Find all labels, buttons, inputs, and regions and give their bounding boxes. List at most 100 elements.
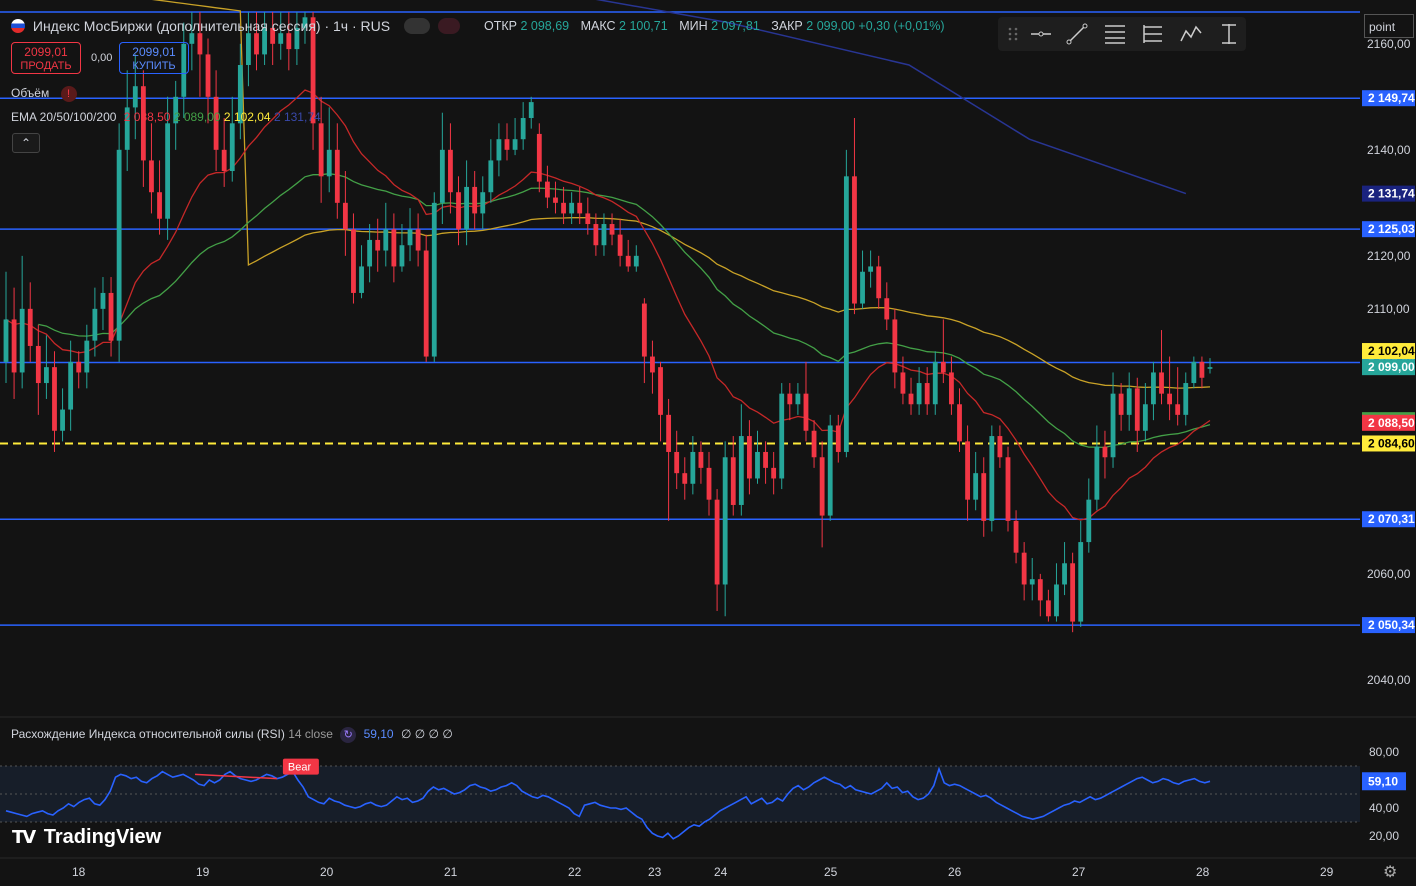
candle-body[interactable] [924,383,930,405]
candle-body[interactable] [803,393,809,431]
candle-body[interactable] [278,33,284,44]
candle-body[interactable] [140,86,146,161]
candle-body[interactable] [625,255,631,267]
candle-body[interactable] [601,224,607,246]
candle-body[interactable] [932,361,938,405]
candle-body[interactable] [528,102,534,119]
candle-body[interactable] [11,319,17,373]
parallel-channel-icon[interactable] [1140,21,1166,47]
candle-body[interactable] [722,457,728,585]
candle-body[interactable] [221,149,227,172]
candle-body[interactable] [431,202,437,357]
candle-body[interactable] [876,266,882,299]
candle-body[interactable] [1013,520,1019,553]
buy-button[interactable]: 2099,01 КУПИТЬ [119,42,189,74]
candle-body[interactable] [100,292,106,309]
candle-body[interactable] [755,451,760,479]
compare-toggle-icon[interactable] [403,18,430,34]
candle-body[interactable] [342,202,348,230]
candle-body[interactable] [916,383,922,405]
candle-body[interactable] [367,239,373,267]
symbol-title[interactable]: Индекс МосБиржи (дополнительная сессия) … [32,18,391,34]
horizontal-ray-icon[interactable] [1028,21,1054,47]
candle-body[interactable] [674,451,680,474]
candle-body[interactable] [1005,457,1011,521]
candle-body[interactable] [68,361,74,410]
candle-body[interactable] [900,372,906,394]
candle-body[interactable] [262,27,267,55]
candle-body[interactable] [1199,361,1205,378]
candle-body[interactable] [1037,579,1043,601]
candle-body[interactable] [544,181,550,198]
candle-body[interactable] [399,245,405,267]
candle-body[interactable] [981,473,987,521]
candle-body[interactable] [1167,393,1173,405]
candle-body[interactable] [1142,404,1148,431]
candle-body[interactable] [116,149,122,341]
candle-body[interactable] [197,33,203,55]
candle-body[interactable] [1045,600,1051,617]
candle-body[interactable] [714,499,720,585]
candle-body[interactable] [205,54,211,97]
candle-body[interactable] [439,149,445,203]
candle-body[interactable] [375,239,381,251]
candle-body[interactable] [35,345,41,384]
candle-body[interactable] [811,430,817,458]
candle-body[interactable] [254,33,259,55]
candle-body[interactable] [1102,446,1108,458]
alert-toggle-icon[interactable] [437,18,460,34]
candle-body[interactable] [351,229,356,293]
candle-body[interactable] [787,393,793,405]
candle-body[interactable] [520,118,526,140]
candle-body[interactable] [237,65,243,124]
candle-body[interactable] [682,473,688,484]
candle-body[interactable] [383,229,389,251]
candle-body[interactable] [763,451,768,468]
candle-body[interactable] [884,298,890,320]
candle-body[interactable] [270,27,276,44]
candle-body[interactable] [488,160,494,193]
candle-body[interactable] [536,133,542,182]
candle-body[interactable] [1126,388,1132,415]
candle-body[interactable] [1094,446,1100,500]
candle-body[interactable] [3,319,9,362]
candle-body[interactable] [52,367,57,431]
candle-body[interactable] [173,96,179,124]
candle-body[interactable] [835,425,841,452]
candle-body[interactable] [860,271,865,304]
candle-body[interactable] [666,414,672,452]
candle-body[interactable] [108,292,114,341]
candle-body[interactable] [1183,383,1189,415]
volume-indicator-label[interactable]: Объём ! [11,86,77,102]
candle-body[interactable] [464,186,469,230]
candle-body[interactable] [957,404,962,442]
candle-body[interactable] [827,425,833,516]
candle-body[interactable] [415,229,421,251]
candle-body[interactable] [593,224,599,246]
candle-body[interactable] [165,123,171,219]
candle-body[interactable] [1159,372,1164,394]
ema-indicator-label[interactable]: EMA 20/50/100/200 2 088,50 2 089,00 2 10… [11,110,321,124]
candle-body[interactable] [480,192,486,214]
candle-body[interactable] [1175,404,1181,415]
candle-body[interactable] [391,229,397,267]
refresh-icon[interactable]: ↻ [340,727,357,743]
candle-body[interactable] [730,457,736,505]
chevron-up-icon[interactable]: ⌃ [12,133,40,153]
pattern-icon[interactable] [1178,21,1204,47]
candle-body[interactable] [973,473,979,500]
sell-button[interactable]: 2099,01 ПРОДАТЬ [11,42,81,74]
candle-body[interactable] [658,367,663,415]
candle-body[interactable] [189,33,195,44]
candle-body[interactable] [213,96,219,150]
candle-body[interactable] [286,33,292,50]
candle-body[interactable] [149,160,154,193]
candle-body[interactable] [747,436,752,479]
candle-body[interactable] [512,139,518,150]
rsi-legend[interactable]: Расхождение Индекса относительной силы (… [11,727,453,743]
candle-body[interactable] [553,197,558,203]
candle-body[interactable] [609,224,615,235]
candle-body[interactable] [819,457,825,516]
candle-body[interactable] [698,451,704,468]
candle-body[interactable] [302,17,308,28]
